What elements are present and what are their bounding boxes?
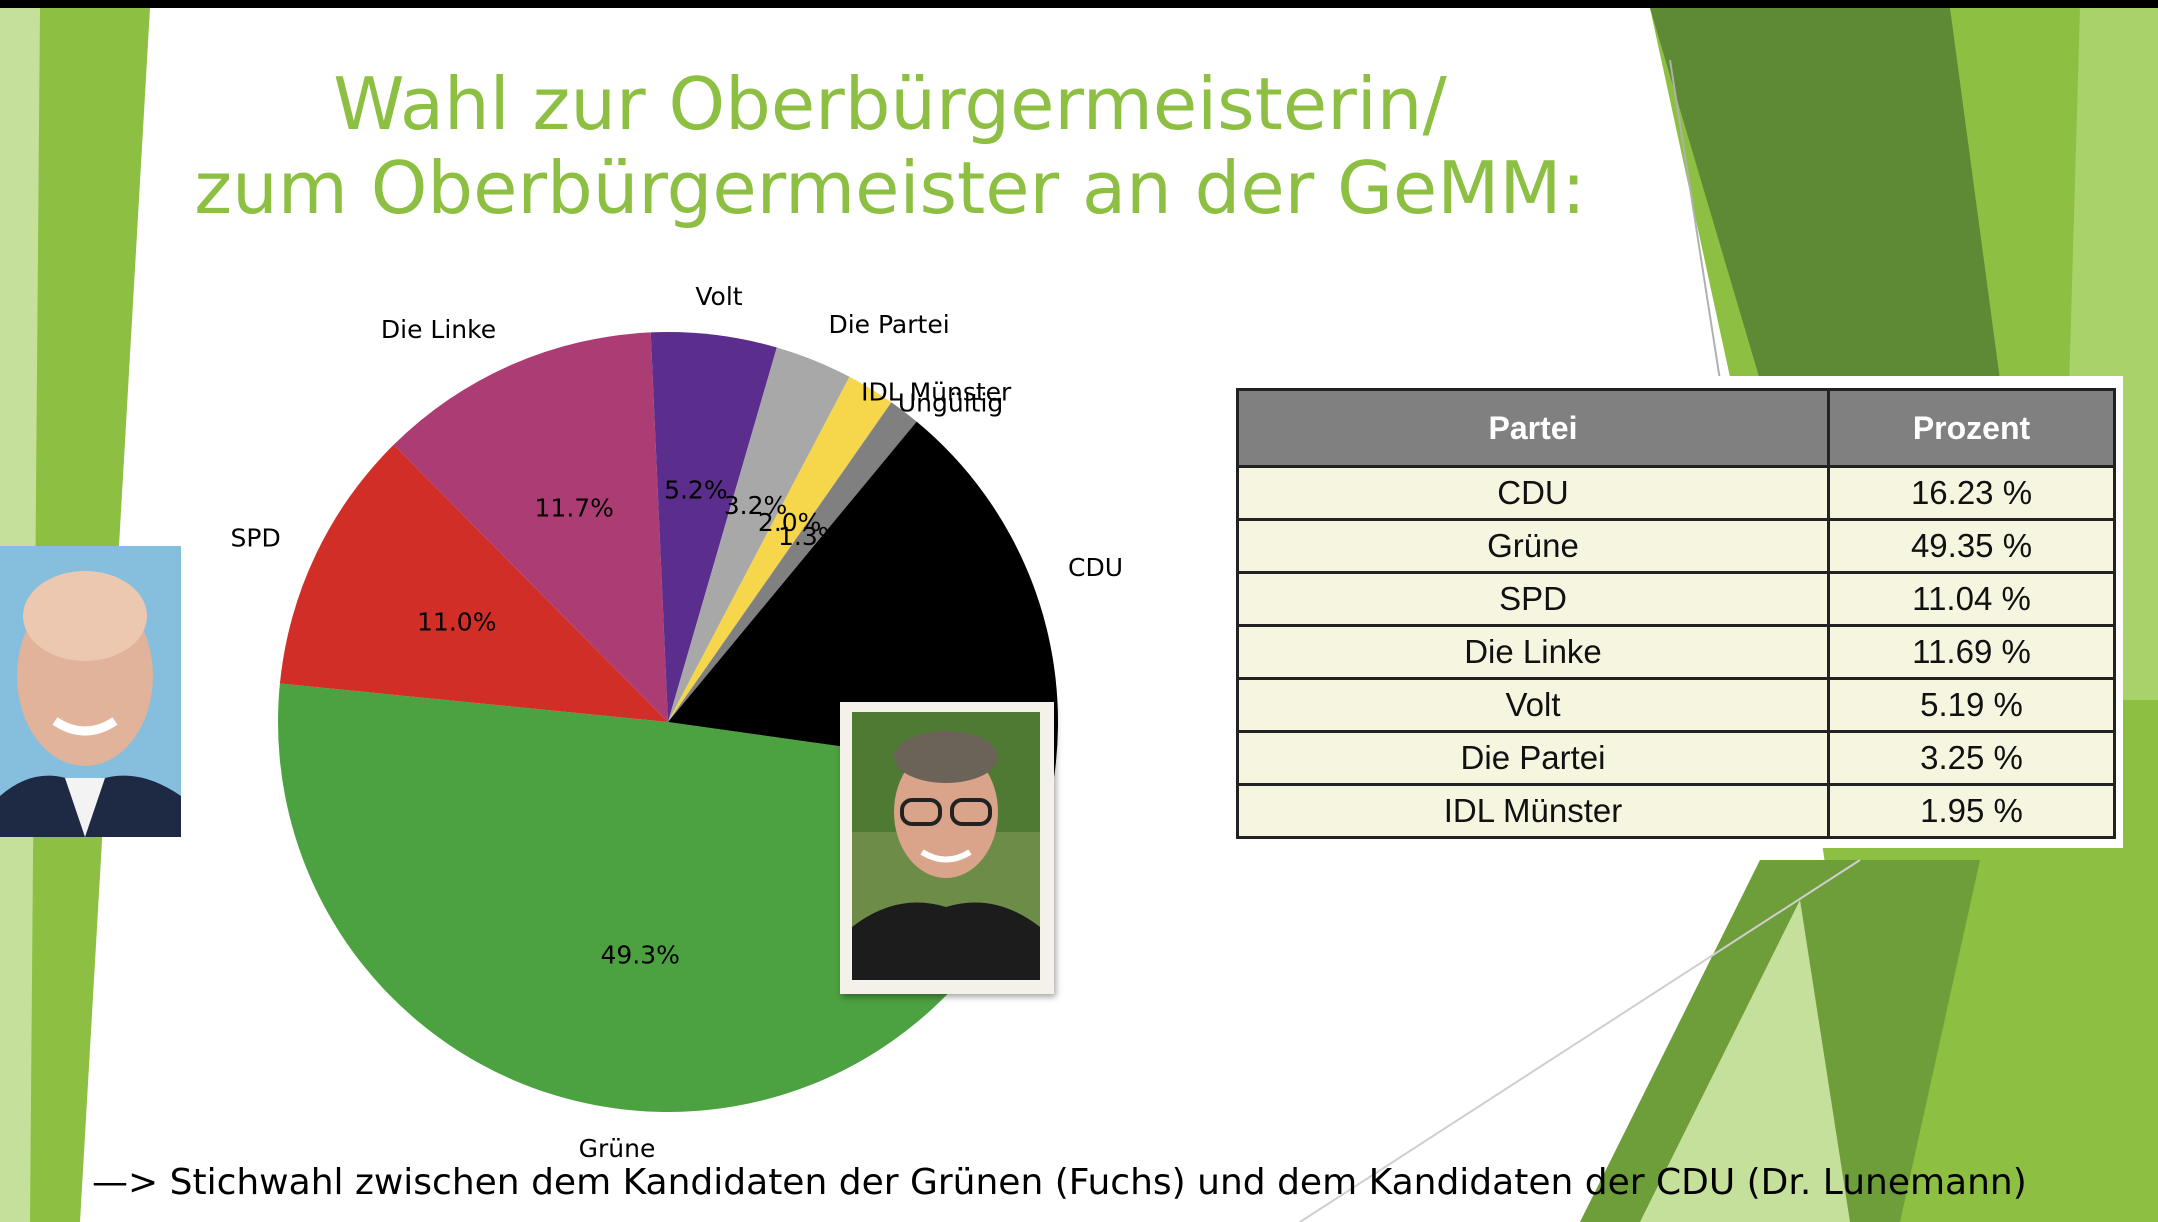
table-row: Die Partei 3.25 % [1236,730,2116,786]
cell-percent: 49.35 % [1827,518,2116,574]
bottom-right-light-shape [1640,900,1850,1222]
pie-percent-label: 16.2% [846,623,925,652]
pie-percent-label: 49.3% [600,940,679,969]
table-row: Grüne 49.35 % [1236,518,2116,574]
cell-percent: 16.23 % [1827,465,2116,521]
pie-slice-idl-m-nster [668,376,892,722]
slide-title-line-2: zum Oberbürgermeister an der GeMM: [194,146,1586,230]
header-prozent: Prozent [1827,388,2116,468]
table-row: Die Linke 11.69 % [1236,624,2116,680]
pie-percent-label: 1.3% [778,522,842,551]
pie-percent-label: 2.0% [758,508,822,537]
table-header-row: Partei Prozent [1236,388,2116,468]
cell-party: SPD [1236,571,1830,627]
pie-slice-cdu [668,421,1058,777]
header-partei: Partei [1236,388,1830,468]
cell-percent: 1.95 % [1827,783,2116,839]
cell-party: Volt [1236,677,1830,733]
pie-percent-label: 11.0% [417,607,496,636]
cell-party: IDL Münster [1236,783,1830,839]
pie-percent-label: 5.2% [664,476,728,505]
pie-category-label: SPD [231,523,281,552]
slide-title-line-1: Wahl zur Oberbürgermeisterin/ [333,62,1447,146]
right-dark-shape [1650,8,2000,380]
table-row: IDL Münster 1.95 % [1236,783,2116,839]
cell-percent: 11.04 % [1827,571,2116,627]
results-table: Partei Prozent CDU 16.23 % Grüne 49.35 %… [1236,388,2116,839]
cell-percent: 3.25 % [1827,730,2116,786]
pie-category-label: IDL Münster [861,378,1012,407]
pie-category-label: Die Partei [828,310,949,339]
cell-party: Die Linke [1236,624,1830,680]
pie-slice-die-partei [668,347,850,722]
top-border [0,0,2158,8]
candidate-photo-gruene [840,702,1054,994]
cell-party: Die Partei [1236,730,1830,786]
pie-category-label: Die Linke [381,315,496,344]
pie-slice-die-linke [393,332,668,722]
pie-slice-ung-ltig [668,402,917,722]
table-row: Volt 5.19 % [1236,677,2116,733]
pie-slice-volt [650,332,777,722]
slide-title: Wahl zur Oberbürgermeisterin/ zum Oberbü… [0,62,1780,230]
cell-party: CDU [1236,465,1830,521]
pie-percent-label: 3.2% [724,491,788,520]
pie-category-label: CDU [1068,553,1123,582]
table-row: SPD 11.04 % [1236,571,2116,627]
pie-category-label: Ungültig [898,389,1003,418]
results-table-panel: Partei Prozent CDU 16.23 % Grüne 49.35 %… [1226,376,2123,848]
cell-percent: 5.19 % [1827,677,2116,733]
pie-category-label: Grüne [579,1134,656,1163]
cell-party: Grüne [1236,518,1830,574]
runoff-note: —> Stichwahl zwischen dem Kandidaten der… [92,1162,2027,1203]
pie-slice-spd [279,444,668,722]
cell-percent: 11.69 % [1827,624,2116,680]
pie-percent-label: 11.7% [535,494,614,523]
table-row: CDU 16.23 % [1236,465,2116,521]
candidate-photo-cdu [0,546,181,837]
pie-category-label: Volt [695,282,742,311]
